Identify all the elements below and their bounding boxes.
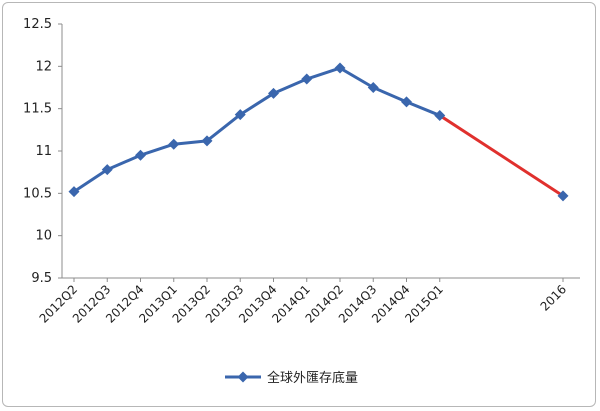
y-tick-label: 11.5 — [23, 102, 52, 117]
y-tick-label: 10 — [35, 229, 52, 244]
data-point-marker — [234, 109, 246, 121]
data-point-marker — [401, 96, 412, 108]
projection-end-marker — [557, 190, 569, 202]
legend-label: 全球外匯存底量 — [267, 370, 358, 386]
data-point-marker — [367, 82, 379, 93]
projection-line — [438, 114, 564, 198]
data-point-marker — [268, 87, 279, 99]
data-point-marker — [334, 62, 346, 74]
y-tick-label: 9.5 — [31, 271, 52, 286]
data-point-marker — [168, 138, 180, 150]
y-tick-label: 11 — [35, 144, 52, 159]
chart-frame — [2, 2, 596, 407]
x-axis: 2012Q22012Q32012Q42013Q12013Q22013Q32013… — [37, 277, 580, 326]
x-tick-label: 2016 — [538, 282, 569, 313]
y-axis: 9.5 10 10.5 11 11.5 12 12.5 — [23, 17, 63, 286]
series-line — [73, 66, 441, 193]
data-point-marker — [434, 109, 446, 121]
data-point-marker — [68, 186, 80, 198]
legend: 全球外匯存底量 — [225, 370, 358, 386]
y-tick-label: 12.5 — [23, 17, 52, 32]
data-point-marker — [101, 164, 113, 176]
data-point-marker — [301, 73, 313, 85]
data-point-marker — [201, 135, 213, 147]
y-tick-label: 10.5 — [23, 186, 52, 201]
data-point-marker — [135, 149, 146, 161]
series-lines — [68, 62, 569, 383]
y-tick-label: 12 — [35, 59, 52, 74]
